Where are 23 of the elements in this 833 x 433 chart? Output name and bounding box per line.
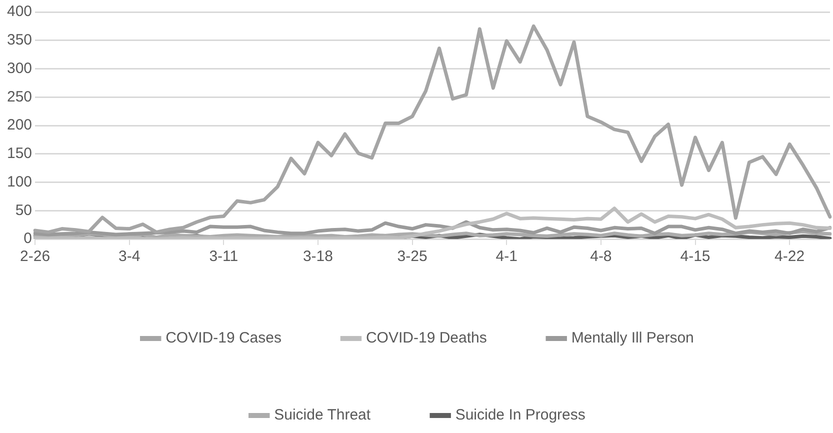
x-tick-label: 2-26 <box>20 248 50 266</box>
y-tick-label: 50 <box>15 202 32 219</box>
x-tick-label: 3-4 <box>118 248 140 266</box>
x-tick-label: 4-8 <box>590 248 612 266</box>
x-tick-label: 3-18 <box>302 248 333 266</box>
y-tick-label: 350 <box>6 32 32 49</box>
y-tick-label: 300 <box>6 60 32 77</box>
y-tick-label: 150 <box>6 145 32 162</box>
x-tick-label: 3-25 <box>397 248 428 266</box>
y-tick-label: 200 <box>6 116 32 134</box>
legend-label: COVID-19 Cases <box>166 330 282 347</box>
x-tick-label: 4-22 <box>774 248 805 266</box>
x-tick-label: 4-15 <box>680 248 710 266</box>
x-tick-label: 3-11 <box>209 248 238 266</box>
legend-label: Mentally Ill Person <box>571 330 694 347</box>
legend-label: Suicide Threat <box>274 406 372 424</box>
y-tick-label: 0 <box>24 230 32 248</box>
legend-label: COVID-19 Deaths <box>366 330 487 347</box>
x-tick-label: 4-1 <box>496 248 518 266</box>
y-tick-label: 250 <box>6 88 32 106</box>
legend-label: Suicide In Progress <box>455 406 586 424</box>
y-tick-label: 100 <box>6 173 32 190</box>
y-tick-label: 400 <box>6 3 32 20</box>
